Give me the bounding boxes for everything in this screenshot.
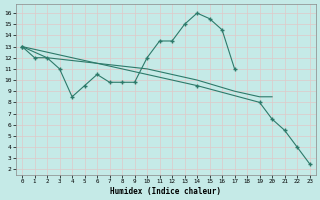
X-axis label: Humidex (Indice chaleur): Humidex (Indice chaleur)	[110, 187, 221, 196]
